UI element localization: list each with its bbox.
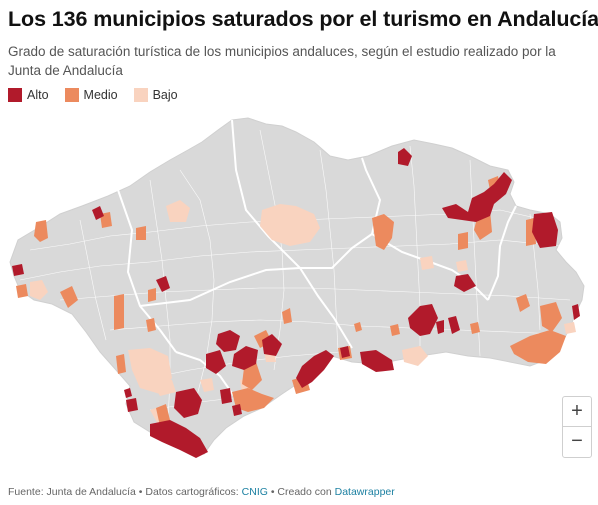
legend-item-medio: Medio bbox=[64, 88, 118, 102]
andalucia-map[interactable] bbox=[0, 108, 598, 478]
legend-item-alto: Alto bbox=[8, 88, 49, 102]
legend-label-alto: Alto bbox=[27, 88, 49, 102]
legend-item-bajo: Bajo bbox=[133, 88, 178, 102]
footer-created: • Creado con bbox=[267, 486, 335, 498]
legend: Alto Medio Bajo bbox=[8, 88, 194, 102]
legend-swatch-alto bbox=[8, 88, 22, 102]
footer-source: Fuente: Junta de Andalucía • Datos carto… bbox=[8, 486, 242, 498]
medio-municipalities bbox=[16, 176, 566, 426]
legend-swatch-medio bbox=[64, 88, 79, 102]
zoom-controls: + − bbox=[562, 396, 592, 458]
footer: Fuente: Junta de Andalucía • Datos carto… bbox=[8, 486, 395, 498]
legend-swatch-bajo bbox=[133, 88, 148, 102]
datawrapper-link[interactable]: Datawrapper bbox=[334, 486, 395, 498]
province-borders bbox=[117, 119, 517, 397]
legend-label-bajo: Bajo bbox=[152, 88, 178, 102]
zoom-in-button[interactable]: + bbox=[563, 397, 591, 427]
chart-subtitle: Grado de saturación turística de los mun… bbox=[8, 44, 556, 78]
cnig-link[interactable]: CNIG bbox=[241, 486, 268, 498]
legend-label-medio: Medio bbox=[83, 88, 118, 102]
andalucia-shape bbox=[9, 117, 585, 455]
zoom-out-button[interactable]: − bbox=[571, 430, 583, 452]
chart-title: Los 136 municipios saturados por el turi… bbox=[8, 7, 598, 31]
alto-municipalities bbox=[12, 148, 580, 458]
